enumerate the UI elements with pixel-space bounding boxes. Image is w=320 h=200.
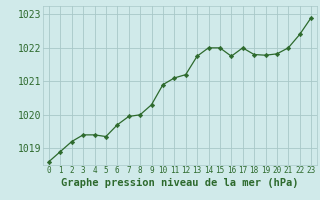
X-axis label: Graphe pression niveau de la mer (hPa): Graphe pression niveau de la mer (hPa) [61,178,299,188]
